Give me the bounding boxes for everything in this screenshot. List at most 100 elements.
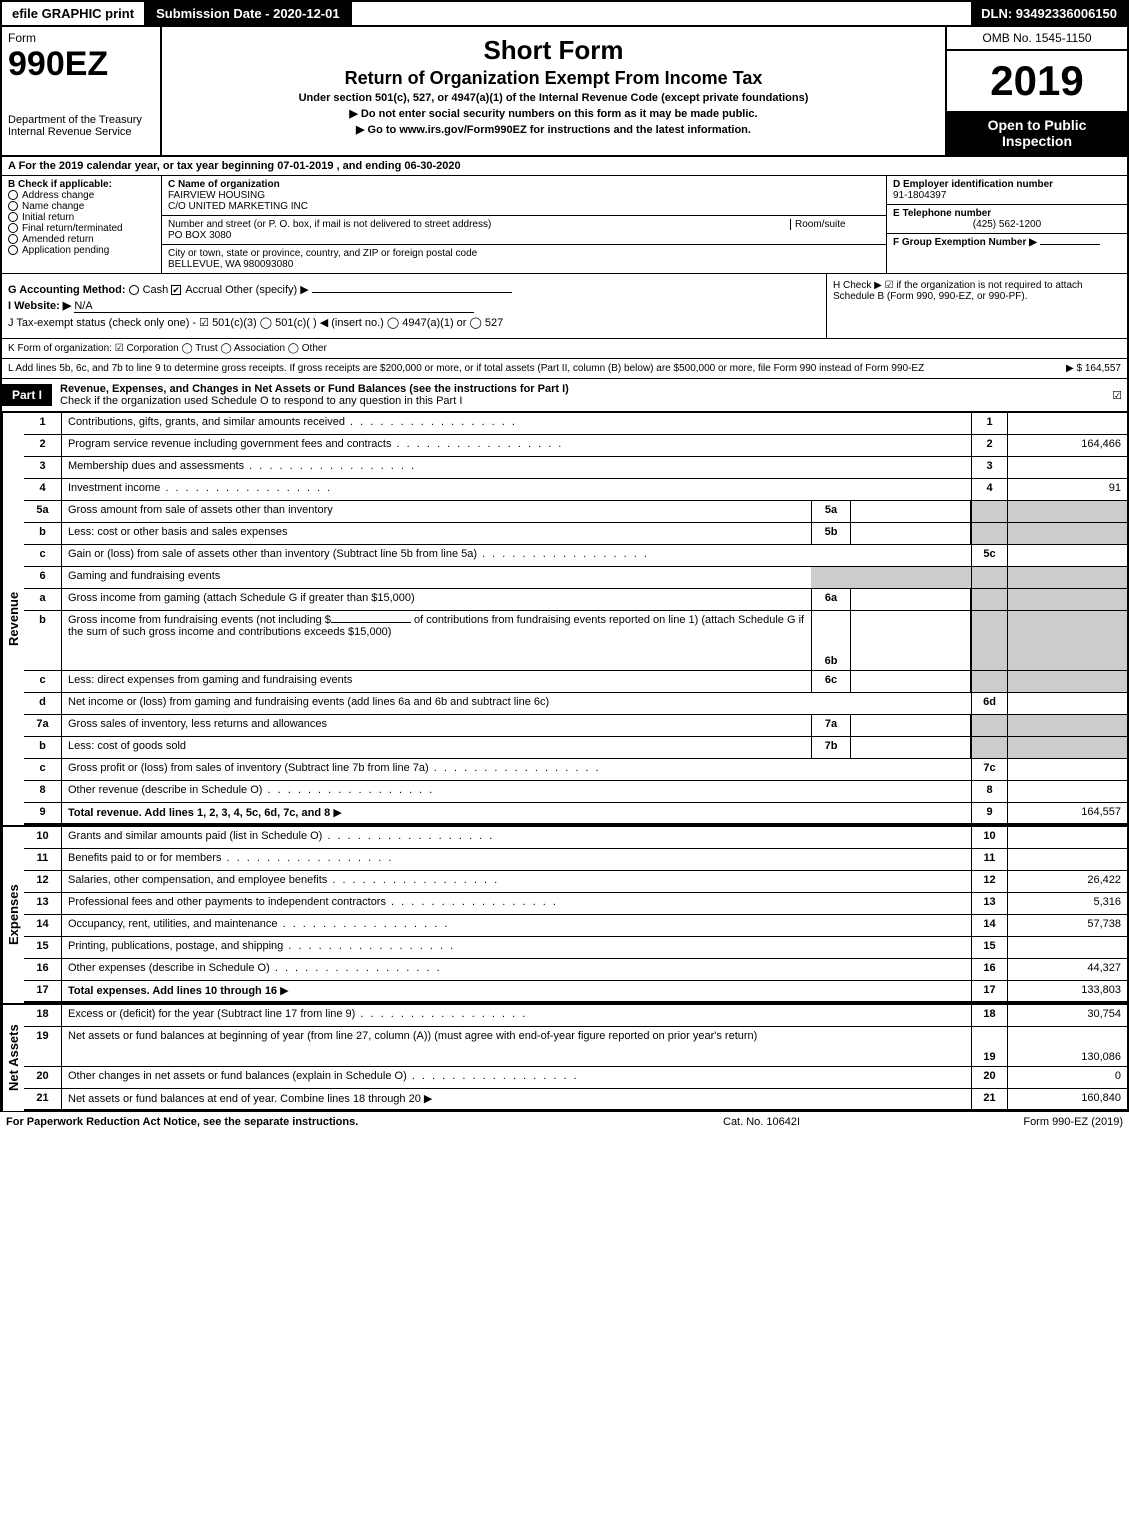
row-17-num: 17: [24, 981, 62, 1001]
row-7b-subnum: 7b: [811, 737, 851, 758]
row-6a-desc: Gross income from gaming (attach Schedul…: [62, 589, 811, 610]
line-l-text: L Add lines 5b, 6c, and 7b to line 9 to …: [8, 363, 924, 374]
row-12-desc: Salaries, other compensation, and employ…: [62, 871, 971, 892]
part1-checkbox[interactable]: ☑: [1107, 389, 1127, 402]
row-20-val: 0: [1007, 1067, 1127, 1088]
org-name-1: FAIRVIEW HOUSING: [168, 190, 880, 201]
row-5b: b Less: cost or other basis and sales ex…: [24, 523, 1127, 545]
row-9-rnum: 9: [971, 803, 1007, 823]
row-1-rnum: 1: [971, 413, 1007, 434]
chk-address-change[interactable]: Address change: [8, 190, 155, 201]
row-2-num: 2: [24, 435, 62, 456]
row-18: 18 Excess or (deficit) for the year (Sub…: [24, 1005, 1127, 1027]
row-9: 9 Total revenue. Add lines 1, 2, 3, 4, 5…: [24, 803, 1127, 825]
website-value: N/A: [74, 300, 474, 313]
row-12-rnum: 12: [971, 871, 1007, 892]
room-suite-label: Room/suite: [790, 219, 880, 230]
row-5c-num: c: [24, 545, 62, 566]
row-1-val: [1007, 413, 1127, 434]
row-9-num: 9: [24, 803, 62, 823]
row-9-desc: Total revenue. Add lines 1, 2, 3, 4, 5c,…: [62, 803, 971, 823]
other-label: Other (specify) ▶: [225, 284, 309, 296]
form-header: Form 990EZ Department of the Treasury In…: [0, 27, 1129, 157]
other-specify-input[interactable]: [312, 292, 512, 293]
line-h: H Check ▶ ☑ if the organization is not r…: [827, 274, 1127, 338]
open-to-public: Open to Public Inspection: [947, 111, 1127, 155]
chk-final-return[interactable]: Final return/terminated: [8, 223, 155, 234]
row-6d-desc: Net income or (loss) from gaming and fun…: [62, 693, 971, 714]
row-7b-num: b: [24, 737, 62, 758]
row-11: 11 Benefits paid to or for members 11: [24, 849, 1127, 871]
dln-label: DLN: 93492336006150: [971, 2, 1127, 25]
goto-link[interactable]: ▶ Go to www.irs.gov/Form990EZ for instru…: [168, 123, 939, 136]
form-subtitle: Return of Organization Exempt From Incom…: [168, 68, 939, 89]
efile-print-button[interactable]: efile GRAPHIC print: [2, 2, 146, 25]
row-6-shade: [811, 567, 971, 588]
row-18-val: 30,754: [1007, 1005, 1127, 1026]
row-10-desc: Grants and similar amounts paid (list in…: [62, 827, 971, 848]
line-i: I Website: ▶ N/A: [8, 299, 820, 313]
form-number: 990EZ: [8, 45, 154, 84]
row-5c-val: [1007, 545, 1127, 566]
submission-date-button[interactable]: Submission Date - 2020-12-01: [146, 2, 352, 25]
accrual-label: Accrual: [185, 284, 222, 296]
dept-treasury: Department of the Treasury: [8, 84, 154, 126]
row-6-val: [1007, 567, 1127, 588]
row-6c-val: [1007, 671, 1127, 692]
footer-center: Cat. No. 10642I: [723, 1116, 923, 1128]
chk-cash[interactable]: [129, 285, 139, 295]
line-g: G Accounting Method: Cash Accrual Other …: [8, 283, 820, 296]
row-6-rnum: [971, 567, 1007, 588]
row-5c-rnum: 5c: [971, 545, 1007, 566]
chk-amended-return[interactable]: Amended return: [8, 234, 155, 245]
row-6c: c Less: direct expenses from gaming and …: [24, 671, 1127, 693]
row-11-num: 11: [24, 849, 62, 870]
line-l-amount: ▶ $ 164,557: [1066, 363, 1121, 374]
city-row: City or town, state or province, country…: [162, 245, 886, 273]
chk-accrual[interactable]: [171, 285, 181, 295]
row-10-rnum: 10: [971, 827, 1007, 848]
row-5a-desc: Gross amount from sale of assets other t…: [62, 501, 811, 522]
row-6b-blank[interactable]: [331, 622, 411, 623]
city-value: BELLEVUE, WA 980093080: [168, 259, 880, 270]
row-15-desc: Printing, publications, postage, and shi…: [62, 937, 971, 958]
row-7a: 7a Gross sales of inventory, less return…: [24, 715, 1127, 737]
row-19-rnum: 19: [971, 1027, 1007, 1066]
row-12-num: 12: [24, 871, 62, 892]
phone-value: (425) 562-1200: [893, 219, 1121, 230]
row-7b-rnum: [971, 737, 1007, 758]
row-16-rnum: 16: [971, 959, 1007, 980]
row-3-desc: Membership dues and assessments: [62, 457, 971, 478]
row-5b-num: b: [24, 523, 62, 544]
part1-title: Revenue, Expenses, and Changes in Net As…: [52, 379, 1107, 411]
row-6a-subval: [851, 589, 971, 610]
header-right: OMB No. 1545-1150 2019 Open to Public In…: [947, 27, 1127, 155]
row-6-desc: Gaming and fundraising events: [62, 567, 811, 588]
chk-application-pending[interactable]: Application pending: [8, 245, 155, 256]
row-1-desc: Contributions, gifts, grants, and simila…: [62, 413, 971, 434]
top-toolbar: efile GRAPHIC print Submission Date - 20…: [0, 0, 1129, 27]
row-6d-rnum: 6d: [971, 693, 1007, 714]
row-7a-rnum: [971, 715, 1007, 736]
line-a-taxyear: A For the 2019 calendar year, or tax yea…: [0, 157, 1129, 176]
row-18-num: 18: [24, 1005, 62, 1026]
chk-initial-return[interactable]: Initial return: [8, 212, 155, 223]
row-17-desc: Total expenses. Add lines 10 through 16: [62, 981, 971, 1001]
irs-label: Internal Revenue Service: [8, 126, 154, 138]
row-11-desc: Benefits paid to or for members: [62, 849, 971, 870]
chk-name-change[interactable]: Name change: [8, 201, 155, 212]
row-20-num: 20: [24, 1067, 62, 1088]
row-11-val: [1007, 849, 1127, 870]
row-15-val: [1007, 937, 1127, 958]
section-expenses-label: Expenses: [2, 827, 24, 1003]
row-4-desc: Investment income: [62, 479, 971, 500]
row-11-rnum: 11: [971, 849, 1007, 870]
line-j: J Tax-exempt status (check only one) - ☑…: [8, 316, 820, 329]
row-14-desc: Occupancy, rent, utilities, and maintena…: [62, 915, 971, 936]
row-21-desc: Net assets or fund balances at end of ye…: [62, 1089, 971, 1109]
row-8-desc: Other revenue (describe in Schedule O): [62, 781, 971, 802]
org-name-row: C Name of organization FAIRVIEW HOUSING …: [162, 176, 886, 216]
row-5a: 5a Gross amount from sale of assets othe…: [24, 501, 1127, 523]
row-6c-subnum: 6c: [811, 671, 851, 692]
section-revenue-label: Revenue: [2, 413, 24, 825]
